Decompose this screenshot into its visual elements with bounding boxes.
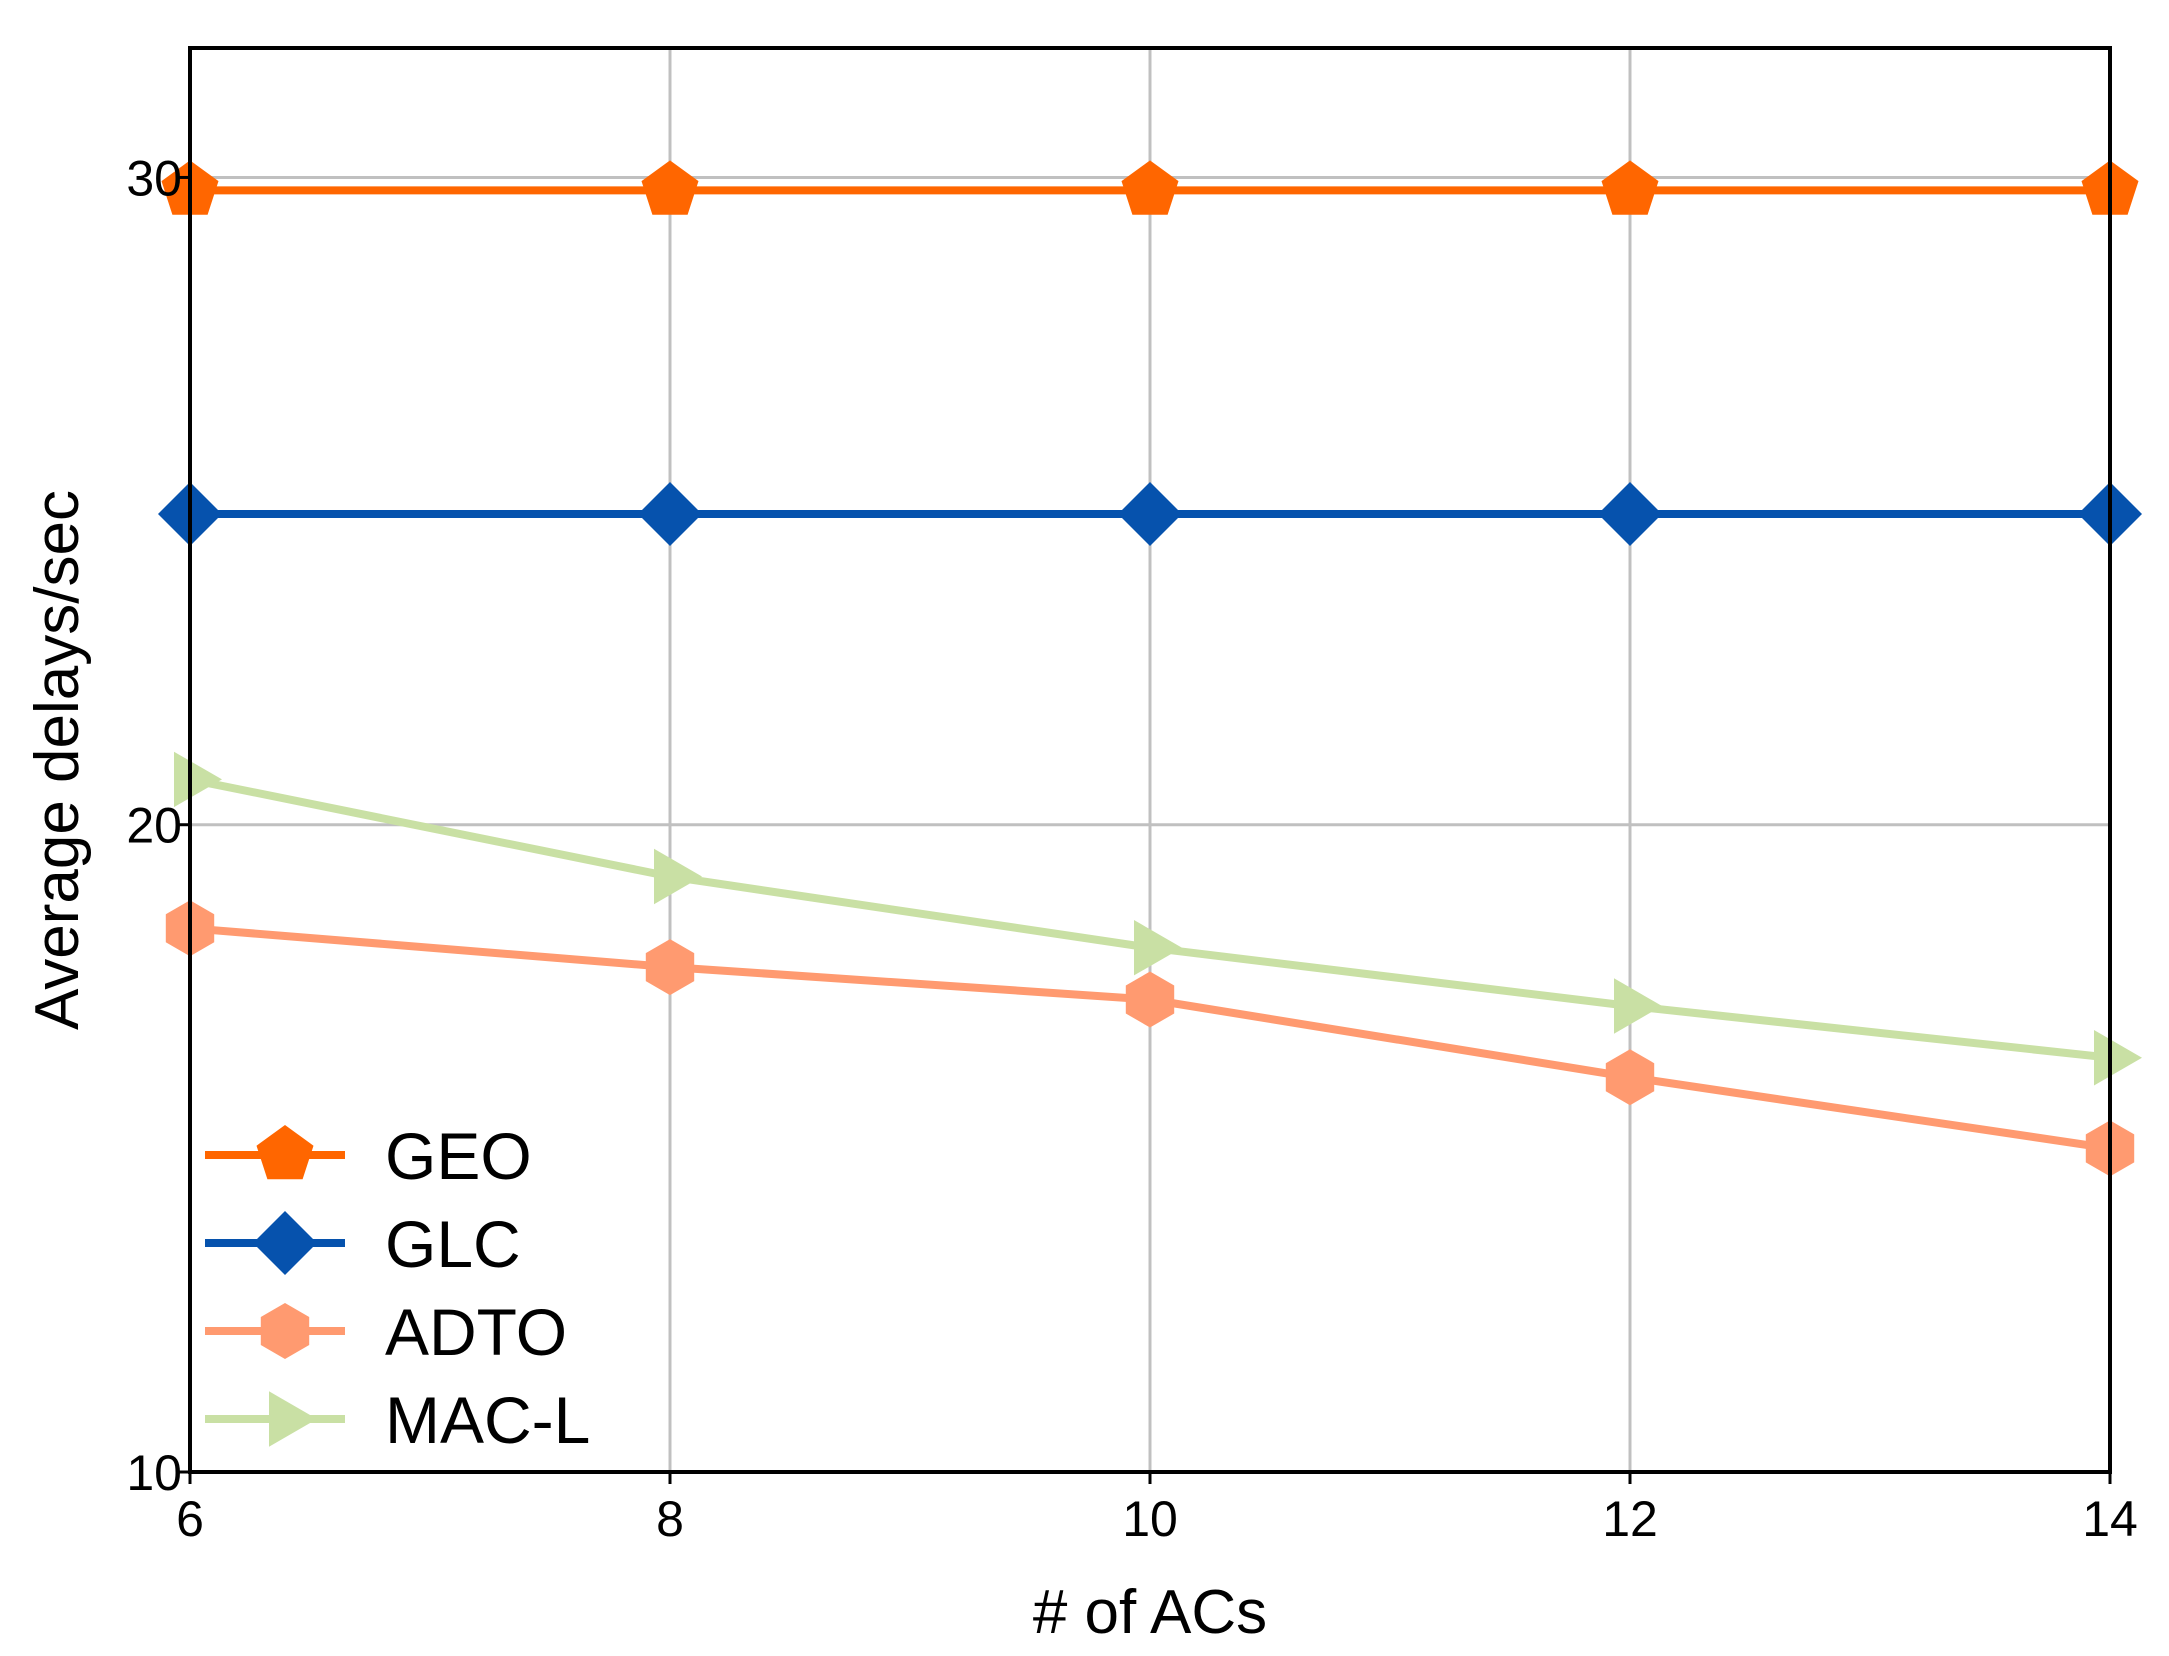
data-point-adto — [645, 939, 695, 996]
x-tick-label: 6 — [176, 1491, 204, 1547]
y-tick-label: 30 — [126, 150, 182, 206]
legend-marker-mac-l — [269, 1391, 317, 1447]
x-tick-label: 12 — [1602, 1491, 1658, 1547]
data-point-geo — [1121, 160, 1179, 215]
data-point-mac-l — [1614, 978, 1662, 1034]
x-tick-label: 14 — [2082, 1491, 2138, 1547]
data-point-glc — [638, 482, 702, 546]
legend-label-glc: GLC — [385, 1207, 521, 1281]
series-markers — [158, 160, 2142, 1177]
legend-label-adto: ADTO — [385, 1295, 567, 1369]
legend-marker-geo — [256, 1125, 314, 1180]
legend-marker-glc — [253, 1211, 317, 1275]
y-axis-label: Average delays/sec — [23, 490, 92, 1030]
data-point-mac-l — [1134, 920, 1182, 976]
data-point-adto — [1125, 971, 1175, 1028]
data-point-geo — [641, 160, 699, 215]
data-point-glc — [1118, 482, 1182, 546]
legend-marker-adto — [260, 1303, 310, 1359]
legend: GEO GLC ADTO MAC-L — [205, 1119, 590, 1457]
data-point-mac-l — [654, 848, 702, 905]
x-tick-label: 8 — [656, 1491, 684, 1547]
data-point-mac-l — [174, 751, 222, 808]
x-tick-label: 10 — [1122, 1491, 1178, 1547]
data-point-geo — [1601, 160, 1659, 215]
legend-label-geo: GEO — [385, 1119, 532, 1193]
axis-ticks: 6 8 10 12 14 10 20 30 — [126, 150, 2137, 1547]
data-point-mac-l — [2094, 1030, 2142, 1086]
y-tick-label: 20 — [126, 798, 182, 854]
data-point-adto — [1605, 1049, 1655, 1106]
legend-label-mac-l: MAC-L — [385, 1383, 590, 1457]
x-axis-label: # of ACs — [1033, 1578, 1267, 1647]
data-point-glc — [1598, 482, 1662, 546]
y-tick-label: 10 — [126, 1445, 182, 1501]
